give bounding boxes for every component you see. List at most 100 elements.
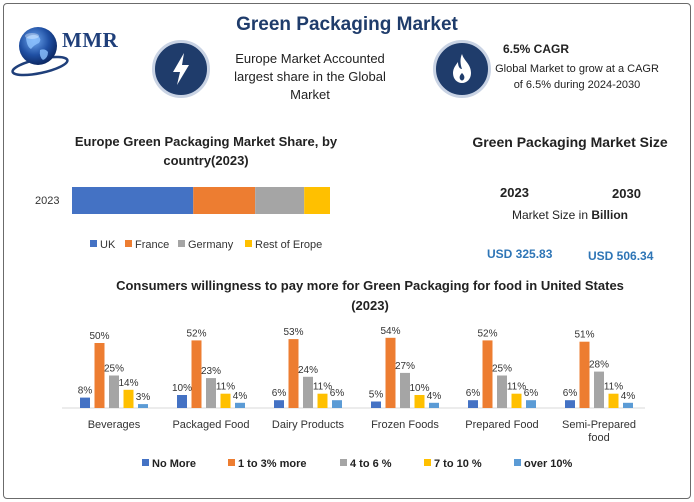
legend-swatch-rest-of-erope [245, 240, 252, 247]
mmr-logo [11, 27, 69, 77]
bar-segment-rest-of-erope [304, 187, 330, 214]
data-label: 53% [283, 327, 303, 338]
legend-swatch-no-more [142, 459, 149, 466]
bar-prepared-food-no-more [468, 400, 478, 408]
market-size-label: Market Size in Billion [490, 208, 650, 222]
bar-segment-germany [255, 187, 305, 214]
bar-prepared-food-4-to-6 [497, 375, 507, 408]
logo-text: MMR [62, 28, 119, 52]
bar-beverages-over-10 [138, 404, 148, 408]
legend-label-7-to-10: 7 to 10 % [434, 458, 482, 470]
bar-segment-france [193, 187, 256, 214]
bar-dairy-products-4-to-6 [303, 376, 313, 408]
bar-frozen-foods-7-to-10 [414, 395, 425, 408]
bar-packaged-food-4-to-6 [206, 378, 216, 408]
data-label: 8% [78, 386, 93, 397]
x-tick-label: Dairy Products [272, 419, 345, 431]
legend-swatch-over-10 [514, 459, 521, 466]
legend-swatch-uk [90, 240, 97, 247]
flame-icon [453, 54, 471, 83]
legend-label-over-10: over 10% [524, 458, 573, 470]
us-willingness-chart: 8%50%25%14%3%Beverages10%52%23%11%4%Pack… [62, 326, 645, 470]
infographic-frame [3, 3, 691, 499]
bar-frozen-foods-no-more [371, 401, 381, 408]
europe-chart-title: Europe Green Packaging Market Share, by … [74, 134, 338, 168]
bar-beverages-1-to-3-more [94, 343, 105, 408]
bar-semi-prepared-food-7-to-10 [608, 393, 619, 408]
x-tick-label: food [588, 432, 609, 444]
lightning-icon [173, 53, 189, 85]
data-label: 5% [369, 390, 384, 401]
legend-swatch-4-to-6 [340, 459, 347, 466]
bar-beverages-7-to-10 [123, 389, 134, 408]
data-label: 6% [272, 388, 287, 399]
data-label: 23% [201, 366, 221, 377]
data-label: 10% [172, 383, 192, 394]
data-label: 10% [409, 383, 429, 394]
data-label: 52% [477, 328, 497, 339]
legend-label-uk: UK [100, 239, 116, 251]
data-label: 54% [380, 326, 400, 337]
data-label: 6% [524, 388, 539, 399]
bar-dairy-products-7-to-10 [317, 393, 328, 408]
cagr-heading: 6.5% CAGR [503, 42, 570, 56]
data-label: 4% [233, 391, 248, 402]
data-label: 6% [466, 388, 481, 399]
data-label: 28% [589, 360, 609, 371]
x-tick-label: Packaged Food [172, 419, 249, 431]
bar-beverages-4-to-6 [109, 375, 119, 408]
lightning-icon-badge [152, 40, 210, 98]
bar-packaged-food-7-to-10 [220, 393, 231, 408]
legend-swatch-germany [178, 240, 185, 247]
market-value-end: USD 506.34 [588, 249, 654, 263]
bar-prepared-food-over-10 [526, 400, 536, 408]
data-label: 51% [574, 330, 594, 341]
legend-label-germany: Germany [188, 239, 234, 251]
bar-packaged-food-over-10 [235, 402, 245, 408]
y-tick-label: 2023 [35, 195, 59, 207]
legend-swatch-7-to-10 [424, 459, 431, 466]
x-tick-label: Semi-Prepared [562, 419, 636, 431]
bar-semi-prepared-food-4-to-6 [594, 371, 604, 408]
x-tick-label: Prepared Food [465, 419, 538, 431]
cagr-text: Global Market to grow at a CAGR of 6.5% … [495, 63, 659, 91]
bar-packaged-food-no-more [177, 395, 187, 408]
year-end: 2030 [612, 186, 641, 201]
europe-share-text: Europe Market Accounted largest share in… [234, 51, 386, 102]
bar-segment-uk [72, 187, 194, 214]
flame-icon-badge [433, 40, 491, 98]
bar-beverages-no-more [80, 397, 90, 408]
data-label: 6% [563, 388, 578, 399]
bar-semi-prepared-food-over-10 [623, 402, 633, 408]
x-tick-label: Beverages [88, 419, 141, 431]
data-label: 24% [298, 365, 318, 376]
bar-prepared-food-1-to-3-more [482, 340, 493, 408]
bar-dairy-products-over-10 [332, 400, 342, 408]
bar-semi-prepared-food-1-to-3-more [579, 341, 590, 408]
legend-label-1-to-3-more: 1 to 3% more [238, 458, 306, 470]
data-label: 50% [89, 331, 109, 342]
bar-frozen-foods-1-to-3-more [385, 337, 396, 408]
bar-packaged-food-1-to-3-more [191, 340, 202, 408]
legend-swatch-1-to-3-more [228, 459, 235, 466]
bar-prepared-food-7-to-10 [511, 393, 522, 408]
data-label: 11% [604, 382, 623, 393]
page-title: Green Packaging Market [236, 14, 458, 35]
market-value-start: USD 325.83 [487, 247, 553, 261]
market-size-unit: Billion [591, 208, 629, 222]
bar-semi-prepared-food-no-more [565, 400, 575, 408]
year-start: 2023 [500, 185, 529, 200]
data-label: 4% [427, 391, 442, 402]
legend-swatch-france [125, 240, 132, 247]
bar-dairy-products-no-more [274, 400, 284, 408]
data-label: 27% [395, 361, 415, 372]
legend-label-4-to-6: 4 to 6 % [350, 458, 392, 470]
bar-dairy-products-1-to-3-more [288, 339, 299, 408]
bar-frozen-foods-4-to-6 [400, 372, 410, 408]
x-tick-label: Frozen Foods [371, 419, 439, 431]
legend-label-france: France [135, 239, 169, 251]
data-label: 6% [330, 388, 345, 399]
market-size-title: Green Packaging Market Size [472, 134, 668, 150]
us-chart-title: Consumers willingness to pay more for Gr… [116, 278, 624, 313]
data-label: 11% [313, 382, 332, 393]
